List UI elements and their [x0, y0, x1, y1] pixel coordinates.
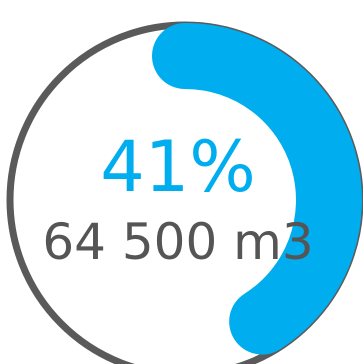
gauge-percent-label: 41%: [100, 126, 256, 208]
gauge-value-label: 64 500 m3: [42, 213, 313, 271]
gauge-progress-arc: [152, 23, 362, 355]
